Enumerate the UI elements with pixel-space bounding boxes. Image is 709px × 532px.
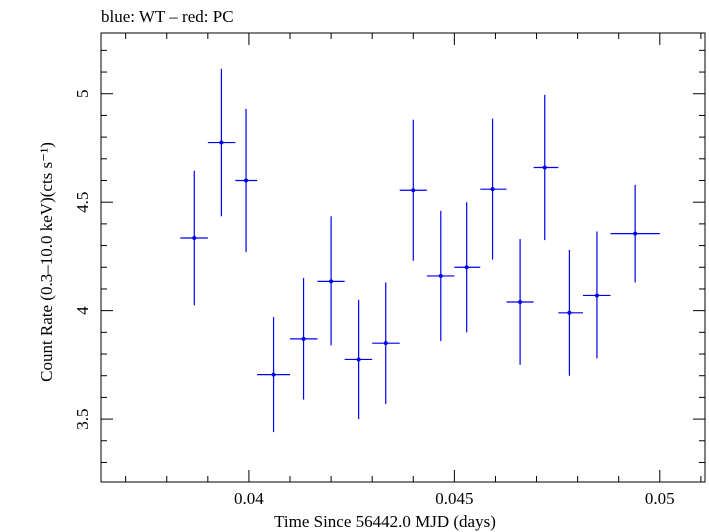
y-tick-label: 5 <box>73 89 92 98</box>
data-point <box>480 118 507 260</box>
data-point <box>533 94 559 241</box>
data-marker <box>356 357 361 362</box>
data-marker <box>542 165 547 170</box>
y-axis-tick-labels: 3.5 4 4.5 5 <box>73 89 92 429</box>
y-tick-label: 4.5 <box>73 192 92 213</box>
data-point <box>235 108 258 253</box>
data-marker <box>219 140 224 145</box>
data-marker <box>244 178 249 183</box>
data-point <box>454 202 481 333</box>
x-tick-label: 0.05 <box>645 489 675 508</box>
data-marker <box>192 235 197 240</box>
y-axis-ticks <box>101 49 705 463</box>
data-marker <box>438 273 443 278</box>
data-marker <box>518 299 523 304</box>
data-point <box>582 231 611 359</box>
data-marker <box>490 187 495 192</box>
data-point <box>506 239 534 365</box>
x-axis-ticks <box>125 33 702 482</box>
data-marker <box>383 341 388 346</box>
data-marker <box>301 336 306 341</box>
data-point <box>290 278 318 400</box>
data-marker <box>271 372 276 377</box>
data-point <box>207 68 236 217</box>
data-series-wt <box>180 68 660 433</box>
x-tick-label: 0.04 <box>234 489 264 508</box>
data-point <box>344 299 373 420</box>
plot-frame <box>100 32 706 483</box>
data-point <box>426 210 455 342</box>
data-marker <box>594 293 599 298</box>
data-point <box>610 184 660 283</box>
y-axis-label: Count Rate (0.3–10.0 keV)(cts s⁻¹) <box>37 142 56 382</box>
data-marker <box>411 188 416 193</box>
data-marker <box>567 310 572 315</box>
y-tick-label: 3.5 <box>73 408 92 429</box>
x-tick-label: 0.045 <box>435 489 473 508</box>
data-point <box>180 170 208 306</box>
data-point <box>558 249 583 376</box>
data-point <box>317 216 345 346</box>
data-marker <box>633 231 638 236</box>
data-marker <box>464 265 469 270</box>
data-point <box>399 119 427 261</box>
y-tick-label: 4 <box>73 306 92 315</box>
data-marker <box>329 279 334 284</box>
chart-title: blue: WT – red: PC <box>101 7 234 26</box>
x-axis-tick-labels: 0.04 0.045 0.05 <box>234 489 675 508</box>
data-point <box>257 317 291 433</box>
data-point <box>372 282 400 404</box>
x-axis-label: Time Since 56442.0 MJD (days) <box>274 512 496 531</box>
